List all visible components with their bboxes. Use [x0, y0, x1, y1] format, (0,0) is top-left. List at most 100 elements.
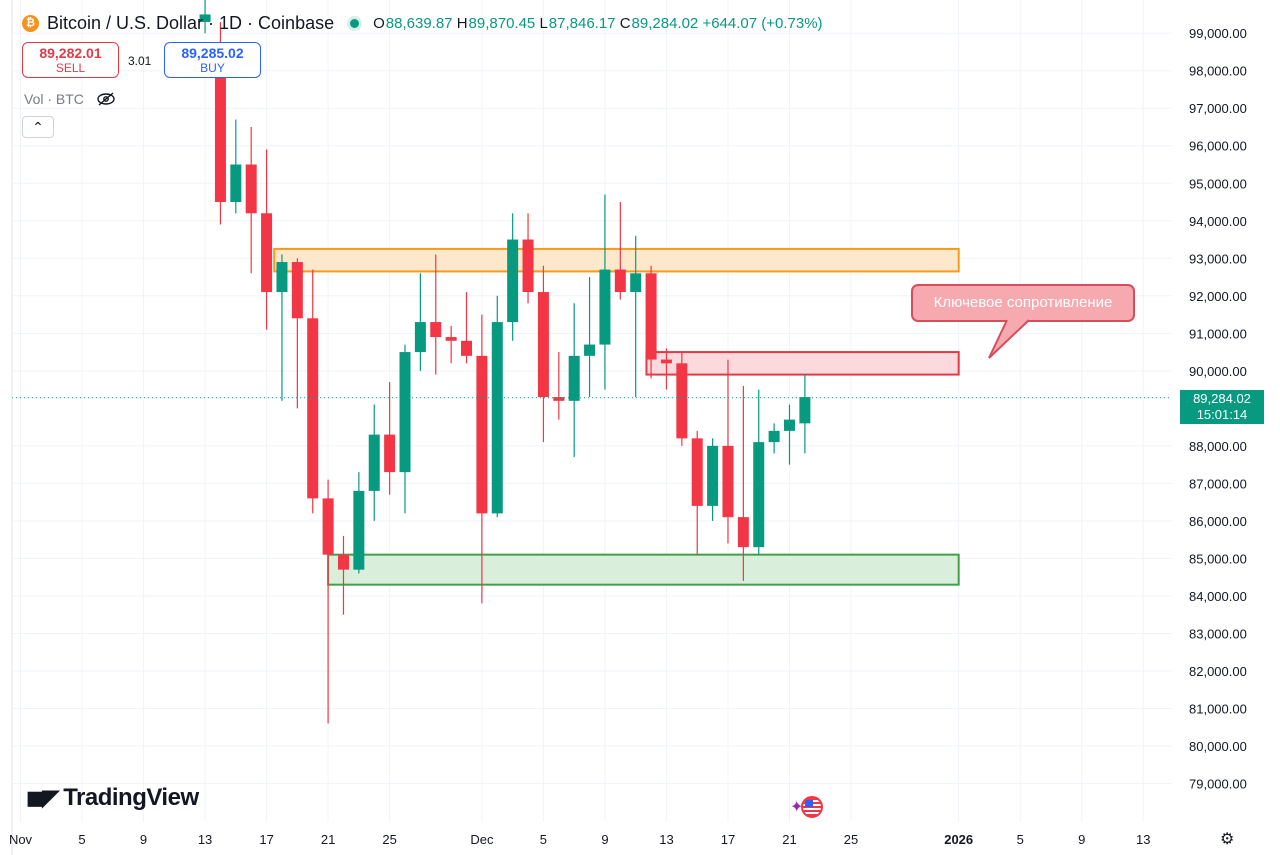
candle[interactable]	[537, 265, 549, 443]
candle[interactable]	[261, 149, 273, 330]
candle[interactable]	[507, 213, 519, 341]
candle-body	[691, 438, 703, 506]
candle-body	[476, 355, 488, 514]
buy-button[interactable]: 89,285.02 BUY	[164, 42, 261, 78]
candle[interactable]	[660, 348, 672, 390]
change-value: +644.07 (+0.73%)	[702, 14, 823, 32]
candle[interactable]	[784, 404, 795, 465]
candle[interactable]	[691, 430, 703, 555]
brand-name: TradingView	[63, 784, 199, 811]
y-tick-label: 86,000.00	[1189, 514, 1247, 529]
resistance-zone[interactable]	[645, 351, 960, 376]
chevron-up-icon: ⌃	[32, 118, 44, 135]
open-label: O	[373, 14, 385, 32]
candle-body	[568, 355, 580, 401]
y-axis[interactable]: 99,000.00 98,000.00 97,000.00 96,000.00 95,0…	[1189, 26, 1247, 791]
sell-label: SELL	[55, 61, 86, 75]
y-tick-label: 97,000.00	[1189, 101, 1247, 116]
x-tick-label: Dec	[470, 832, 494, 847]
candle[interactable]	[645, 265, 657, 379]
candle[interactable]	[614, 202, 626, 300]
eye-off-icon[interactable]	[96, 92, 116, 106]
last-price-value: 89,284.02	[1193, 391, 1251, 406]
candle-body	[337, 554, 349, 570]
x-axis[interactable]: Nov 5 9 13 17 21 25 Dec 5 9 13 17 21 25 2026 5 9 13	[9, 832, 1151, 847]
candle-body	[768, 430, 780, 443]
chart-grid	[11, 0, 1172, 855]
candlestick-series[interactable]	[199, 0, 811, 724]
candle-body	[261, 213, 273, 293]
symbol-title[interactable]: Bitcoin / U.S. Dollar · 1D · Coinbase	[47, 12, 335, 33]
candle[interactable]	[630, 235, 642, 398]
candle[interactable]	[799, 374, 811, 454]
support-zone[interactable]	[327, 553, 960, 586]
y-tick-label: 92,000.00	[1189, 289, 1247, 304]
candle[interactable]	[291, 258, 303, 409]
candle[interactable]	[461, 292, 473, 364]
low-label: L	[539, 14, 548, 32]
y-tick-label: 82,000.00	[1189, 664, 1247, 679]
candle-body	[707, 445, 719, 506]
x-tick-label: 5	[1017, 832, 1024, 847]
candle[interactable]	[245, 126, 257, 274]
candle[interactable]	[768, 423, 780, 454]
buy-label: BUY	[200, 61, 225, 75]
candle[interactable]	[230, 119, 242, 214]
candle[interactable]	[584, 277, 596, 398]
candle[interactable]	[399, 344, 411, 514]
candle[interactable]	[522, 213, 534, 304]
candle-body	[799, 397, 811, 424]
candle-body	[199, 14, 211, 22]
candle[interactable]	[722, 359, 734, 544]
y-tick-label: 81,000.00	[1189, 701, 1247, 716]
candle[interactable]	[568, 303, 580, 458]
candle[interactable]	[676, 352, 688, 446]
y-tick-label: 83,000.00	[1189, 626, 1247, 641]
candle[interactable]	[307, 269, 319, 514]
y-tick-label: 96,000.00	[1189, 139, 1247, 154]
candle[interactable]	[368, 404, 380, 521]
candle-body	[599, 269, 611, 345]
y-tick-label: 99,000.00	[1189, 26, 1247, 41]
candle-body	[784, 419, 795, 431]
volume-legend[interactable]: Vol · BTC	[24, 91, 116, 107]
candle[interactable]	[414, 273, 426, 371]
candle[interactable]	[553, 352, 565, 420]
supply-zone[interactable]	[273, 247, 960, 273]
x-tick-label: 2026	[944, 832, 973, 847]
candle[interactable]	[707, 438, 719, 521]
events-badge[interactable]: ✦	[790, 796, 824, 818]
candle[interactable]	[199, 0, 211, 34]
candle[interactable]	[445, 325, 457, 364]
x-tick-label: Nov	[9, 832, 33, 847]
candle[interactable]	[384, 382, 396, 495]
x-tick-label: 25	[844, 832, 858, 847]
gear-icon[interactable]: ⚙	[1220, 831, 1235, 848]
chart-header: ₿ Bitcoin / U.S. Dollar · 1D · Coinbase …	[22, 12, 823, 34]
candle[interactable]	[322, 479, 334, 724]
volume-label: Vol · BTC	[24, 91, 84, 107]
candle[interactable]	[737, 385, 749, 581]
last-price-label: 89,284.02 15:01:14	[1180, 390, 1264, 424]
candle[interactable]	[491, 295, 503, 518]
tradingview-logo[interactable]: ◼◤ TradingView	[26, 784, 199, 812]
candle[interactable]	[276, 254, 288, 401]
candle[interactable]	[337, 535, 349, 615]
sell-button[interactable]: 89,282.01 SELL	[22, 42, 119, 78]
us-flag-icon	[801, 796, 824, 818]
x-tick-label: 9	[1078, 832, 1085, 847]
candle[interactable]	[430, 254, 442, 375]
sparkle-icon: ✦	[790, 799, 804, 816]
candle-body	[507, 239, 519, 323]
candle[interactable]	[353, 472, 365, 574]
candle[interactable]	[753, 389, 765, 555]
resistance-callout[interactable]: Ключевое сопротивление	[911, 284, 1135, 322]
candle-body	[461, 340, 473, 356]
candle-body	[522, 239, 534, 293]
y-tick-label: 93,000.00	[1189, 251, 1247, 266]
candle-body	[537, 292, 549, 398]
collapse-legend-button[interactable]: ⌃	[22, 116, 54, 138]
candle[interactable]	[476, 314, 488, 604]
candle[interactable]	[599, 194, 611, 390]
